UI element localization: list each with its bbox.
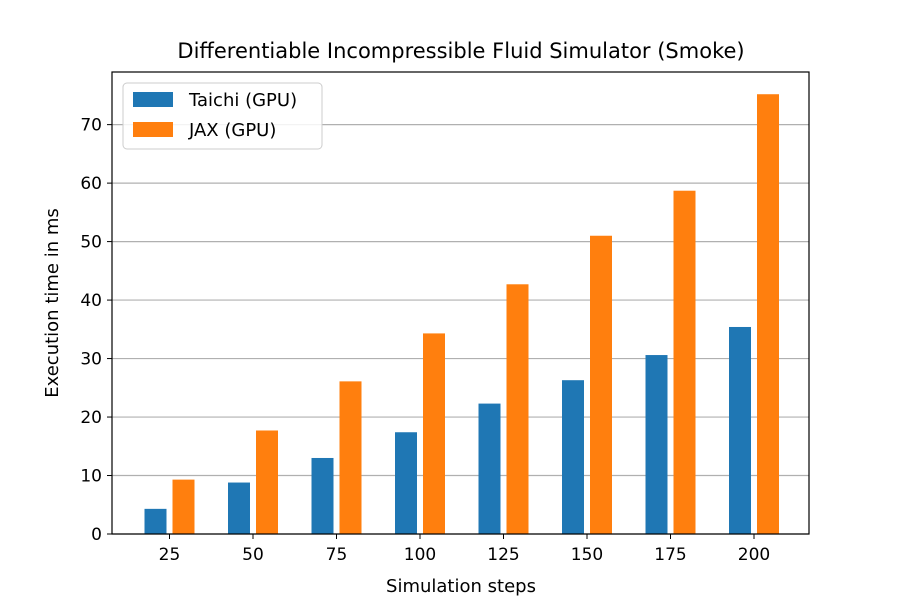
bar-jax-75 [339,381,362,534]
axes-frame [111,71,810,535]
bar-taichi-75 [311,457,334,534]
bar-jax-175 [673,190,696,534]
gridlines [112,124,809,535]
x-tick-label: 175 [654,545,686,565]
x-axis-ticks: 25 50 75 100 125 150 175 200 [159,534,770,565]
bar-taichi-175 [645,355,668,534]
x-tick-label: 50 [242,545,264,565]
x-tick-label: 75 [326,545,348,565]
y-tick-label: 20 [80,408,102,428]
x-axis-label: Simulation steps [386,576,536,597]
legend-label-taichi: Taichi (GPU) [188,90,297,111]
bar-jax-25 [172,479,195,534]
y-tick-label: 50 [80,233,102,253]
bar-taichi-100 [395,432,417,534]
legend-swatch-taichi [133,92,173,107]
bar-jax-150 [590,235,612,535]
x-tick-label: 125 [487,545,519,565]
bar-jax-50 [256,430,278,534]
x-tick-label: 150 [571,545,603,565]
y-axis-label: Execution time in ms [42,208,63,397]
legend-label-jax: JAX (GPU) [188,120,276,141]
y-tick-label: 30 [80,350,102,370]
y-tick-label: 10 [80,467,102,487]
y-tick-label: 0 [91,525,102,545]
y-tick-label: 70 [80,116,102,136]
legend: Taichi (GPU) JAX (GPU) [122,82,323,150]
x-tick-label: 25 [159,545,181,565]
y-axis-ticks: 0 10 20 30 40 50 60 70 [80,116,112,545]
bar-taichi-150 [562,380,584,534]
bar-taichi-125 [478,403,501,534]
bar-taichi-25 [144,508,167,534]
y-tick-label: 60 [80,174,102,194]
legend-swatch-jax [133,122,173,137]
y-tick-label: 40 [80,291,102,311]
bar-taichi-50 [228,482,250,534]
bar-taichi-200 [729,326,751,534]
x-tick-label: 100 [404,545,436,565]
bar-jax-100 [423,333,445,534]
x-tick-label: 200 [738,545,770,565]
bars [144,94,779,535]
bar-jax-200 [757,94,779,535]
chart-title: Differentiable Incompressible Fluid Simu… [177,39,744,63]
bar-jax-125 [506,284,529,534]
